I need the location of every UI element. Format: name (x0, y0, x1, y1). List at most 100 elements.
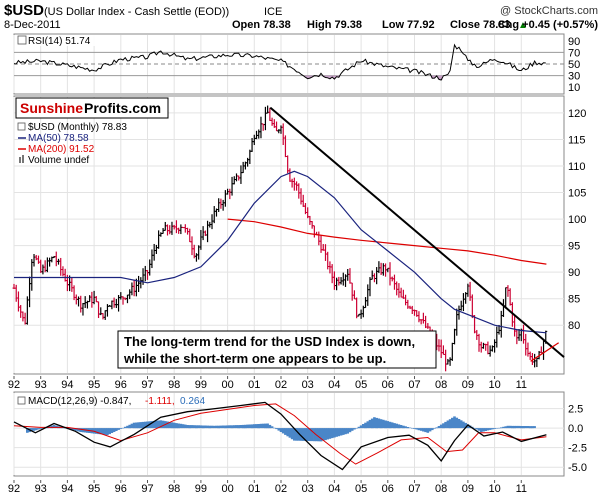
macd-histogram-bar (170, 422, 174, 429)
macd-label: MACD(12,26,9) -0.847, (28, 396, 131, 407)
short-term-trendline (530, 342, 560, 362)
y-tick-label: -2.5 (568, 443, 587, 455)
macd-histogram-bar (128, 424, 131, 429)
macd-histogram-bar (424, 428, 427, 433)
macd-histogram-bar (279, 428, 283, 432)
x-tick-label: 01 (248, 483, 260, 495)
rsi-label: RSI(14) 51.74 (28, 36, 91, 47)
macd-histogram-bar (123, 426, 127, 429)
macd-histogram-bar (353, 428, 356, 430)
rsi-line (13, 43, 546, 81)
x-tick-label: 06 (382, 379, 394, 391)
macd-histogram-bar (466, 424, 470, 429)
exchange-label: ICE (264, 6, 282, 18)
sunshine-profits-logo (15, 97, 169, 119)
macd-histogram-bar (446, 420, 450, 429)
macd-histogram-bar (344, 428, 347, 435)
macd-histogram-bar (181, 424, 185, 429)
macd-histogram-bar (286, 428, 289, 437)
macd-signal-line (13, 403, 547, 465)
x-tick-label: 95 (88, 379, 100, 391)
macd-histogram-bar (308, 428, 312, 442)
rsi-collapse-icon[interactable] (17, 35, 27, 45)
price-panel: 80 85 90 95 100 105 110 115 120 Sunshine Profits… (12, 95, 586, 375)
macd-histogram-bar (404, 426, 407, 429)
macd-histogram-bar (101, 428, 105, 435)
x-tick-label: 00 (221, 379, 233, 391)
close-label: Close 78.83 (450, 19, 511, 31)
x-tick-label: 10 (488, 379, 500, 391)
x-tick-label: 11 (516, 379, 527, 391)
macd-histogram-bar (477, 428, 481, 431)
macd-histogram-bar (455, 417, 459, 429)
macd-histogram-bar (166, 421, 169, 429)
macd-histogram-bar (366, 421, 370, 429)
legend-main: $USD (Monthly) 78.83 (28, 122, 127, 133)
y-tick-label: 120 (568, 108, 586, 120)
macd-histogram-bar (188, 425, 192, 429)
macd-histogram-bar (284, 428, 287, 435)
macd-histogram-bar (479, 428, 483, 432)
macd-histogram-bar (399, 425, 403, 429)
macd-histogram-bar (488, 428, 492, 430)
macd-histogram-bar (342, 428, 345, 435)
macd-histogram-bar (500, 427, 503, 429)
macd-histogram-bar (30, 428, 34, 432)
macd-histogram-bar (248, 424, 252, 429)
legend-ma50: MA(50) 78.58 (28, 133, 89, 144)
y-tick-label: -5.0 (568, 462, 587, 474)
y-tick-label: 70 (568, 47, 580, 59)
macd-histogram-bar (77, 428, 80, 432)
macd-histogram-bar (121, 427, 125, 429)
macd-histogram-bar (319, 428, 323, 442)
price-collapse-icon[interactable] (17, 122, 26, 131)
macd-histogram-bar (52, 425, 56, 429)
macd-histogram-bar (132, 422, 136, 429)
macd-histogram-bar (515, 425, 519, 429)
macd-histogram-bar (115, 428, 118, 431)
chg-up-arrow-icon: ▲ (518, 20, 528, 31)
macd-histogram-bar (433, 428, 436, 429)
low-label: Low 77.92 (382, 19, 435, 31)
annotation-line2: while the short-term one appears to be u… (123, 351, 386, 366)
macd-histogram-bar (326, 428, 329, 440)
macd-histogram-bar (97, 428, 100, 435)
macd-histogram-bar (117, 428, 120, 430)
macd-histogram-bar (259, 423, 263, 429)
macd-histogram-bar (215, 425, 218, 429)
macd-histogram-bar (306, 428, 309, 441)
macd-histogram-bar (184, 424, 187, 429)
index-name: (US Dollar Index - Cash Settle (EOD)) (44, 6, 229, 18)
macd-histogram-bar (233, 425, 236, 429)
macd-histogram-bar (246, 424, 249, 429)
macd-histogram-bar (273, 427, 276, 429)
macd-histogram-bar (197, 425, 200, 429)
macd-histogram-bar (155, 420, 158, 429)
x-axis-bottom: 92 93 94 95 96 97 98 99 00 01 02 03 04 05 06 07 08 09 10 11 (8, 480, 527, 495)
macd-histogram-bar (322, 428, 325, 441)
macd-histogram-bar (335, 428, 338, 437)
macd-histogram-bar (428, 428, 432, 432)
x-tick-label: 99 (195, 379, 207, 391)
x-tick-label: 02 (275, 379, 287, 391)
macd-histogram-bar (230, 425, 234, 429)
macd-histogram-bar (411, 428, 414, 429)
macd-histogram-bar (520, 426, 523, 429)
x-tick-label: 08 (435, 379, 447, 391)
macd-histogram-bar (415, 428, 418, 430)
macd-histogram-bar (339, 428, 343, 436)
legend-volume: Volume undef (28, 155, 89, 166)
macd-histogram-bar (328, 428, 332, 439)
macd-histogram-bar (377, 418, 381, 429)
macd-histogram-bar (313, 428, 316, 442)
macd-histogram-bar (152, 420, 156, 429)
macd-histogram-bar (526, 426, 530, 429)
x-tick-label: 98 (168, 483, 180, 495)
macd-histogram-bar (508, 425, 512, 429)
macd-histogram-bar (384, 420, 387, 429)
macd-collapse-icon[interactable] (17, 396, 26, 405)
macd-histogram-bar (422, 428, 425, 432)
macd-histogram-bar (228, 425, 232, 429)
macd-histogram-bar (293, 428, 296, 441)
